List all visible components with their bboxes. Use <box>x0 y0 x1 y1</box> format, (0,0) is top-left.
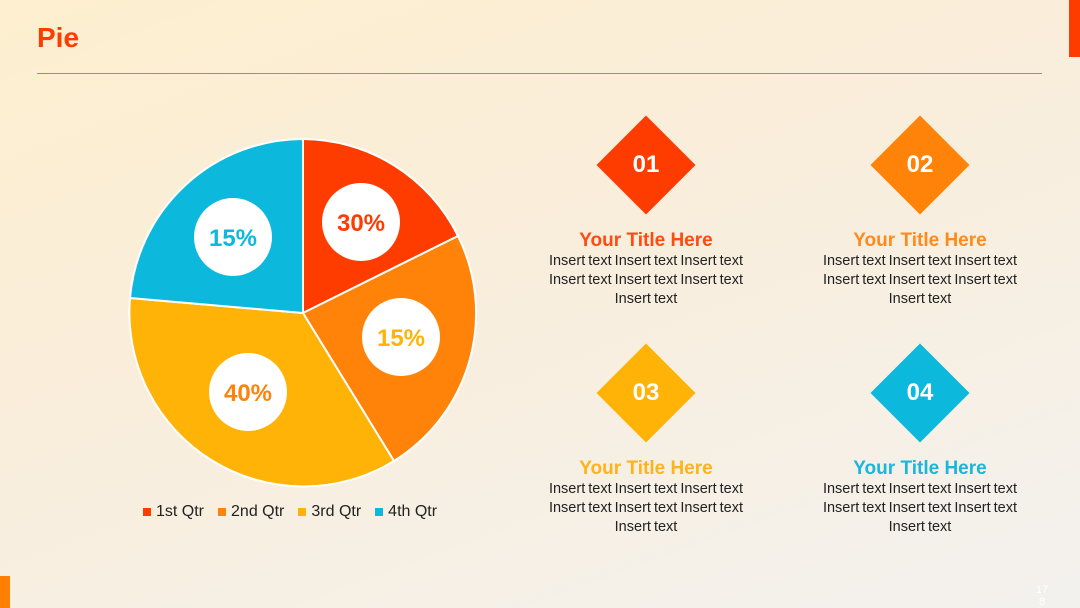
card-body-text: Insert text Insert text Insert text Inse… <box>822 481 1018 535</box>
svg-text:15%: 15% <box>377 325 425 352</box>
slide-title: Pie <box>37 22 80 53</box>
svg-text:40%: 40% <box>224 380 272 407</box>
legend-swatch <box>298 508 307 516</box>
legend-item-3rd-qtr: 3rd Qtr <box>298 503 361 521</box>
legend-label: 2nd Qtr <box>231 503 285 520</box>
label-4th-qtr: 15% <box>194 198 272 276</box>
number-diamond: 04 <box>870 343 970 443</box>
svg-text:30%: 30% <box>337 210 385 237</box>
legend-label: 4th Qtr <box>388 503 438 520</box>
info-card-04: 04 Your Title Here Insert text Insert te… <box>795 343 1045 537</box>
number-diamond: 01 <box>596 115 696 215</box>
info-card-02: 02 Your Title Here Insert text Insert te… <box>795 115 1045 309</box>
chart-legend: 1st Qtr 2nd Qtr 3rd Qtr 4th Qtr <box>143 503 437 521</box>
card-number: 01 <box>632 151 660 178</box>
card-number: 03 <box>632 379 660 406</box>
label-1st-qtr: 30% <box>322 183 400 261</box>
legend-swatch <box>143 508 151 516</box>
card-body-text: Insert text Insert text Insert text Inse… <box>548 481 744 535</box>
legend-item-2nd-qtr: 2nd Qtr <box>218 503 284 521</box>
svg-text:15%: 15% <box>209 225 257 252</box>
title-divider <box>37 73 1042 74</box>
number-diamond: 02 <box>870 115 970 215</box>
card-body-text: Insert text Insert text Insert text Inse… <box>822 253 1018 307</box>
legend-label: 3rd Qtr <box>311 503 362 520</box>
number-diamond: 03 <box>596 343 696 443</box>
bottom-left-accent-bar <box>0 576 10 608</box>
label-2nd-qtr: 15% <box>362 298 440 376</box>
card-number: 04 <box>906 379 934 406</box>
card-title: Your Title Here <box>579 230 713 251</box>
info-card-01: 01 Your Title Here Insert text Insert te… <box>521 115 771 309</box>
card-body-text: Insert text Insert text Insert text Inse… <box>548 253 744 307</box>
card-title: Your Title Here <box>853 230 987 251</box>
page-number: 17 8 <box>1035 584 1049 608</box>
top-right-accent-bar <box>1069 0 1080 57</box>
label-3rd-qtr: 40% <box>209 353 287 431</box>
card-number: 02 <box>906 151 934 178</box>
legend-swatch <box>375 508 384 516</box>
info-card-03: 03 Your Title Here Insert text Insert te… <box>521 343 771 537</box>
card-title: Your Title Here <box>853 458 987 479</box>
card-title: Your Title Here <box>579 458 713 479</box>
legend-item-4th-qtr: 4th Qtr <box>375 503 437 521</box>
legend-swatch <box>218 508 227 516</box>
legend-label: 1st Qtr <box>156 503 205 520</box>
legend-item-1st-qtr: 1st Qtr <box>143 503 204 521</box>
